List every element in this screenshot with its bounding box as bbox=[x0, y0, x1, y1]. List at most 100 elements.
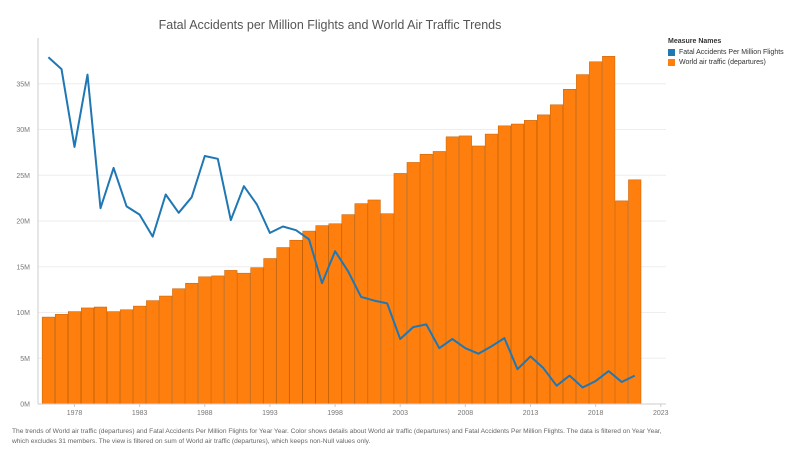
bar-traffic-2006[interactable] bbox=[432, 151, 446, 405]
y-tick-label: 5M bbox=[20, 356, 30, 363]
point-fatal-accidents-1993[interactable] bbox=[268, 231, 271, 234]
point-fatal-accidents-1997[interactable] bbox=[320, 282, 323, 285]
bar-traffic-2016[interactable] bbox=[563, 88, 577, 405]
bar-traffic-2007[interactable] bbox=[445, 136, 459, 405]
bar-traffic-1999[interactable] bbox=[341, 214, 355, 405]
bar-traffic-1989[interactable] bbox=[211, 275, 225, 405]
point-fatal-accidents-2012[interactable] bbox=[516, 368, 519, 371]
bar-traffic-1993[interactable] bbox=[263, 258, 277, 405]
point-fatal-accidents-2013[interactable] bbox=[529, 355, 532, 358]
point-fatal-accidents-2004[interactable] bbox=[412, 326, 415, 329]
bar-traffic-1990[interactable] bbox=[224, 270, 238, 405]
bar-traffic-1997[interactable] bbox=[315, 225, 329, 405]
point-fatal-accidents-2020[interactable] bbox=[620, 380, 623, 383]
bar-traffic-1987[interactable] bbox=[185, 282, 199, 405]
point-fatal-accidents-2002[interactable] bbox=[386, 302, 389, 305]
bar-traffic-1977[interactable] bbox=[54, 314, 68, 405]
point-fatal-accidents-1992[interactable] bbox=[255, 203, 258, 206]
point-fatal-accidents-1986[interactable] bbox=[177, 211, 180, 214]
legend-label-traffic: World air traffic (departures) bbox=[679, 59, 766, 66]
point-fatal-accidents-1989[interactable] bbox=[216, 157, 219, 160]
bar-traffic-2008[interactable] bbox=[458, 135, 472, 405]
point-fatal-accidents-2001[interactable] bbox=[373, 299, 376, 302]
point-fatal-accidents-1994[interactable] bbox=[281, 225, 284, 228]
bar-traffic-2010[interactable] bbox=[484, 133, 498, 405]
legend-item-accidents[interactable]: Fatal Accidents Per Million Flights bbox=[668, 49, 784, 56]
bar-traffic-2002[interactable] bbox=[380, 213, 394, 405]
bar-traffic-1991[interactable] bbox=[237, 272, 251, 405]
point-fatal-accidents-1977[interactable] bbox=[60, 68, 63, 71]
point-fatal-accidents-1991[interactable] bbox=[242, 185, 245, 188]
bar-traffic-1985[interactable] bbox=[159, 295, 173, 405]
bar-traffic-1986[interactable] bbox=[172, 288, 186, 405]
bar-traffic-1979[interactable] bbox=[81, 307, 95, 405]
point-fatal-accidents-1985[interactable] bbox=[164, 193, 167, 196]
bar-traffic-2000[interactable] bbox=[354, 203, 368, 405]
point-fatal-accidents-2018[interactable] bbox=[594, 380, 597, 383]
line-fatal-accidents[interactable] bbox=[47, 56, 636, 389]
bar-traffic-2018[interactable] bbox=[589, 61, 603, 405]
point-fatal-accidents-1996[interactable] bbox=[307, 238, 310, 241]
point-fatal-accidents-2015[interactable] bbox=[555, 384, 558, 387]
bar-traffic-2019[interactable] bbox=[602, 56, 616, 405]
point-fatal-accidents-1976[interactable] bbox=[47, 56, 50, 59]
legend-title: Measure Names bbox=[668, 38, 722, 45]
bar-traffic-1983[interactable] bbox=[133, 305, 147, 405]
bar-traffic-1982[interactable] bbox=[120, 309, 134, 405]
bar-traffic-1988[interactable] bbox=[198, 276, 212, 405]
point-fatal-accidents-1987[interactable] bbox=[190, 196, 193, 199]
point-fatal-accidents-1995[interactable] bbox=[294, 229, 297, 232]
point-fatal-accidents-2008[interactable] bbox=[464, 347, 467, 350]
bar-traffic-2012[interactable] bbox=[510, 123, 524, 405]
point-fatal-accidents-2000[interactable] bbox=[360, 295, 363, 298]
bar-traffic-2003[interactable] bbox=[393, 173, 407, 405]
point-fatal-accidents-2006[interactable] bbox=[438, 347, 441, 350]
bar-traffic-2014[interactable] bbox=[537, 114, 551, 405]
point-fatal-accidents-1982[interactable] bbox=[125, 205, 128, 208]
x-tick-label: 2018 bbox=[588, 410, 604, 417]
point-fatal-accidents-2017[interactable] bbox=[581, 386, 584, 389]
point-fatal-accidents-2016[interactable] bbox=[568, 374, 571, 377]
point-fatal-accidents-2011[interactable] bbox=[503, 337, 506, 340]
point-fatal-accidents-2014[interactable] bbox=[542, 367, 545, 370]
bar-traffic-1978[interactable] bbox=[67, 311, 81, 405]
point-fatal-accidents-1990[interactable] bbox=[229, 218, 232, 221]
point-fatal-accidents-1979[interactable] bbox=[86, 73, 89, 76]
bar-traffic-2009[interactable] bbox=[471, 145, 485, 405]
bar-traffic-1992[interactable] bbox=[250, 267, 264, 405]
point-fatal-accidents-1981[interactable] bbox=[112, 166, 115, 169]
bar-traffic-1976[interactable] bbox=[41, 316, 55, 405]
point-fatal-accidents-1984[interactable] bbox=[151, 235, 154, 238]
bar-traffic-2004[interactable] bbox=[406, 162, 420, 405]
bar-traffic-1984[interactable] bbox=[146, 300, 160, 405]
y-tick-label: 20M bbox=[16, 219, 30, 226]
point-fatal-accidents-2005[interactable] bbox=[425, 323, 428, 326]
point-fatal-accidents-2007[interactable] bbox=[451, 337, 454, 340]
bar-traffic-1981[interactable] bbox=[107, 311, 121, 405]
bar-traffic-2017[interactable] bbox=[576, 74, 590, 405]
legend-item-traffic[interactable]: World air traffic (departures) bbox=[668, 59, 784, 66]
bar-traffic-1994[interactable] bbox=[276, 247, 290, 405]
point-fatal-accidents-1980[interactable] bbox=[99, 207, 102, 210]
point-fatal-accidents-2021[interactable] bbox=[633, 374, 636, 377]
caption-line-1: The trends of World air traffic (departu… bbox=[12, 428, 662, 435]
caption-line-2: which excludes 31 members. The view is f… bbox=[12, 437, 371, 445]
point-fatal-accidents-1998[interactable] bbox=[333, 250, 336, 253]
bar-traffic-2015[interactable] bbox=[550, 104, 564, 405]
point-fatal-accidents-1988[interactable] bbox=[203, 154, 206, 157]
bar-traffic-2011[interactable] bbox=[497, 125, 511, 405]
point-fatal-accidents-2010[interactable] bbox=[490, 345, 493, 348]
bar-traffic-1980[interactable] bbox=[94, 306, 108, 405]
point-fatal-accidents-1983[interactable] bbox=[138, 213, 141, 216]
bar-traffic-2005[interactable] bbox=[419, 153, 433, 405]
point-fatal-accidents-2019[interactable] bbox=[607, 369, 610, 372]
bar-traffic-2020[interactable] bbox=[615, 200, 629, 405]
bar-traffic-2021[interactable] bbox=[628, 179, 642, 405]
point-fatal-accidents-2003[interactable] bbox=[399, 337, 402, 340]
point-fatal-accidents-1999[interactable] bbox=[346, 270, 349, 273]
legend-swatch-traffic bbox=[668, 59, 675, 66]
legend-swatch-accidents bbox=[668, 49, 675, 56]
bar-traffic-1995[interactable] bbox=[289, 239, 303, 405]
point-fatal-accidents-1978[interactable] bbox=[73, 145, 76, 148]
point-fatal-accidents-2009[interactable] bbox=[477, 352, 480, 355]
